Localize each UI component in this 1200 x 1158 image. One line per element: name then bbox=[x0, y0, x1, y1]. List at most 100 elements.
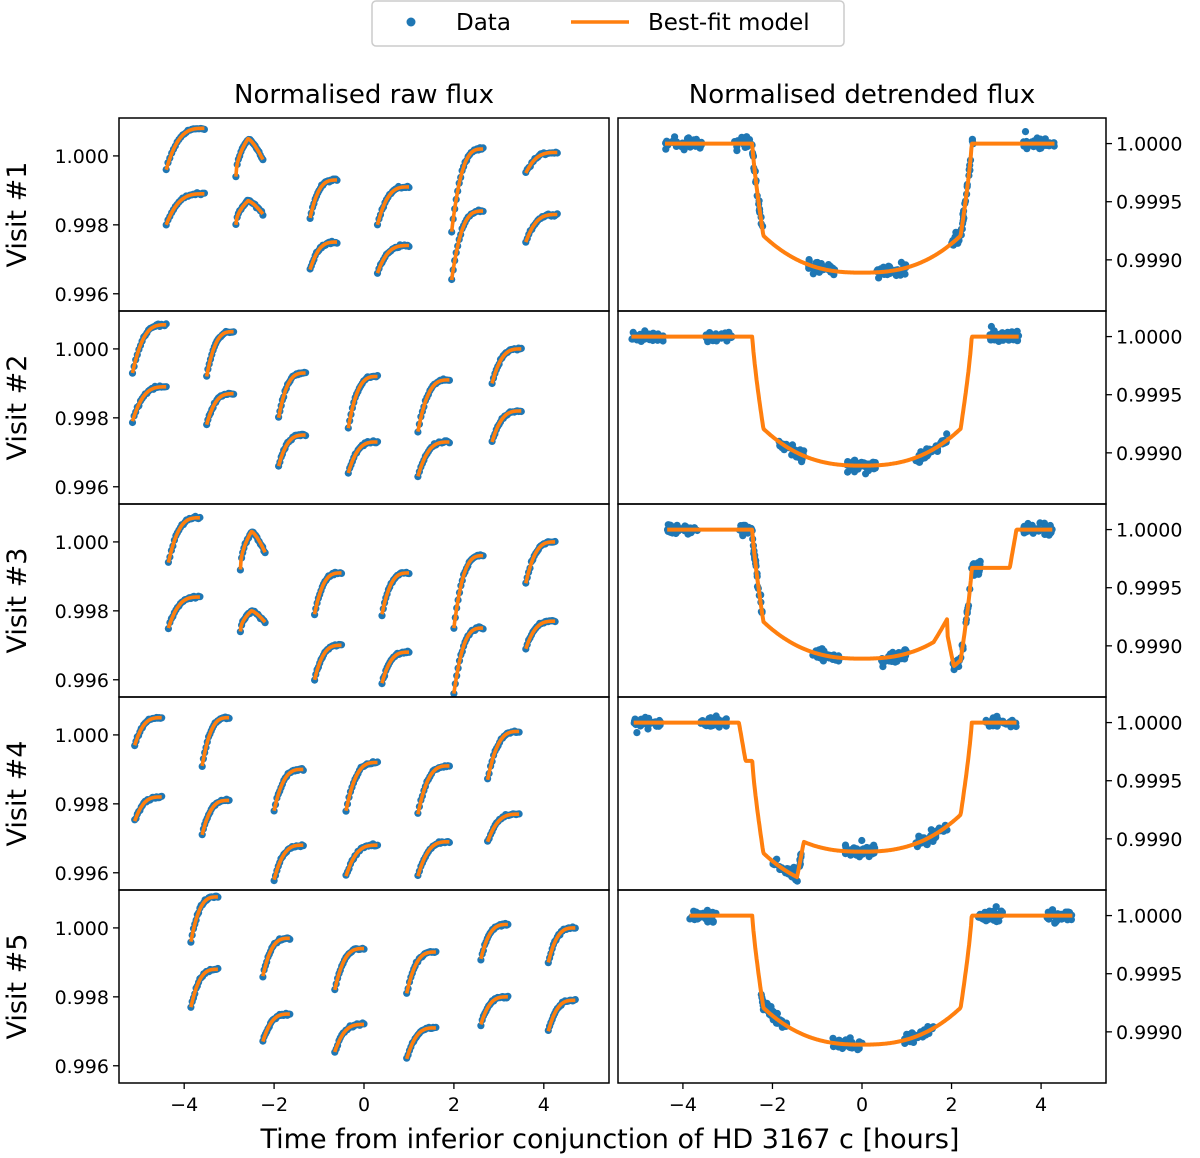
model-curve-orbit bbox=[375, 243, 410, 274]
model-curve-orbit bbox=[346, 374, 379, 429]
model-curve-orbit bbox=[524, 150, 559, 174]
y-tick-label: 0.9990 bbox=[1116, 250, 1182, 272]
x-tick-label: 2 bbox=[448, 1094, 460, 1116]
model-curve-orbit bbox=[276, 371, 307, 419]
data-point bbox=[901, 270, 909, 278]
data-point bbox=[737, 522, 745, 530]
model-curve-orbit bbox=[380, 650, 411, 684]
model-curve-orbit bbox=[490, 409, 523, 443]
y-tick-label: 0.9990 bbox=[1116, 829, 1182, 851]
data-point bbox=[1036, 135, 1044, 143]
y-tick-label: 1.000 bbox=[55, 532, 109, 554]
model-curve-orbit bbox=[204, 391, 235, 426]
column-title-raw: Normalised raw flux bbox=[234, 80, 494, 110]
panel-frame bbox=[118, 696, 610, 891]
y-tick-label: 0.9990 bbox=[1116, 443, 1182, 465]
model-curve-orbit bbox=[200, 798, 231, 836]
model-curve-orbit bbox=[524, 212, 559, 243]
model-curve-orbit bbox=[333, 1022, 366, 1053]
data-point bbox=[659, 337, 667, 345]
data-point bbox=[793, 877, 801, 885]
data-point bbox=[952, 228, 960, 236]
y-tick-label: 1.0000 bbox=[1116, 327, 1182, 349]
y-tick-label: 0.9995 bbox=[1116, 771, 1182, 793]
data-point bbox=[995, 337, 1003, 345]
model-curve-orbit bbox=[130, 323, 168, 374]
model-curve-orbit bbox=[524, 540, 557, 584]
raw-panel-visit-2: 1.000 0.998 0.996 bbox=[55, 310, 610, 505]
data-point bbox=[1036, 519, 1044, 527]
model-curve bbox=[688, 913, 1074, 1047]
x-tick-label: −4 bbox=[669, 1094, 697, 1116]
visit-label: Visit #4 bbox=[2, 741, 33, 847]
data-point bbox=[704, 918, 712, 926]
data-point bbox=[633, 729, 641, 737]
x-tick-label: −2 bbox=[260, 1094, 288, 1116]
panel-frame bbox=[617, 310, 1107, 505]
model-curve bbox=[632, 720, 1018, 880]
x-tick-label: 4 bbox=[1035, 1094, 1047, 1116]
data-point bbox=[1046, 521, 1054, 530]
model-curve-orbit bbox=[234, 198, 265, 226]
detrended-panel-visit-4: 1.0000 0.9995 0.9990 bbox=[617, 696, 1182, 891]
plot-area bbox=[128, 320, 525, 481]
model-curve-orbit bbox=[164, 192, 206, 226]
data-point bbox=[764, 1001, 772, 1009]
model-curve-orbit bbox=[238, 529, 267, 570]
model-curve-orbit bbox=[479, 922, 509, 960]
model-curve-orbit bbox=[312, 643, 343, 681]
model-curve-orbit bbox=[312, 571, 343, 615]
y-tick-label: 0.998 bbox=[55, 794, 109, 816]
data-point bbox=[733, 147, 741, 155]
raw-panel-visit-4: 1.000 0.998 0.996 bbox=[55, 696, 610, 891]
data-point bbox=[1012, 722, 1020, 731]
plot-area bbox=[162, 124, 561, 284]
model-curve-orbit bbox=[375, 185, 410, 226]
model-curve-orbit bbox=[166, 595, 201, 629]
panel-frame bbox=[118, 117, 610, 312]
y-tick-label: 0.998 bbox=[55, 601, 109, 623]
x-axis-label: Time from inferior conjunction of HD 316… bbox=[260, 1124, 960, 1155]
legend-model-label: Best-fit model bbox=[648, 10, 810, 36]
model-curve-orbit bbox=[276, 433, 307, 467]
data-point bbox=[790, 863, 798, 871]
data-point bbox=[854, 1046, 862, 1054]
model-curve-orbit bbox=[133, 795, 163, 822]
data-point bbox=[974, 559, 982, 567]
x-tick-label: 0 bbox=[358, 1094, 370, 1116]
x-tick-label: 2 bbox=[945, 1094, 957, 1116]
model-curve-orbit bbox=[404, 1026, 437, 1060]
model-curve-orbit bbox=[380, 571, 411, 615]
model-curve-orbit bbox=[344, 760, 379, 812]
data-point bbox=[739, 530, 747, 538]
model-curve-orbit bbox=[200, 715, 231, 767]
visit-label: Visit #2 bbox=[2, 355, 33, 461]
visit-row-3: Visit #3 1.000 0.998 0.996 1.0000 0.9995 0.999… bbox=[2, 503, 1182, 698]
data-point bbox=[672, 529, 680, 538]
y-tick-label: 1.000 bbox=[55, 339, 109, 361]
model-curve-orbit bbox=[346, 440, 379, 474]
x-tick-label: 4 bbox=[538, 1094, 550, 1116]
data-point bbox=[844, 468, 852, 476]
y-tick-label: 0.996 bbox=[55, 1056, 109, 1078]
visit-row-5: Visit #5 1.000 0.998 0.996 −4 −2 0 2 4 1.0000 0.99… bbox=[2, 889, 1182, 1116]
y-tick-label: 1.0000 bbox=[1116, 134, 1182, 156]
y-tick-label: 0.998 bbox=[55, 408, 109, 430]
column-title-detrended: Normalised detrended flux bbox=[689, 80, 1035, 110]
data-point bbox=[943, 430, 951, 438]
data-point bbox=[800, 447, 808, 455]
model-curve-orbit bbox=[449, 209, 485, 281]
model-curve-orbit bbox=[344, 843, 379, 877]
detrended-panel-visit-5: 1.0000 0.9995 0.9990 −4 −2 0 2 4 bbox=[617, 889, 1182, 1116]
model-curve-orbit bbox=[449, 147, 485, 232]
plot-area bbox=[686, 903, 1076, 1054]
model-curve-orbit bbox=[261, 936, 291, 977]
x-tick-label: −4 bbox=[170, 1094, 198, 1116]
legend-data-label: Data bbox=[456, 10, 511, 36]
model-curve-orbit bbox=[238, 609, 267, 632]
y-tick-label: 1.0000 bbox=[1116, 713, 1182, 735]
model-curve-orbit bbox=[132, 715, 163, 746]
raw-panel-visit-5: 1.000 0.998 0.996 −4 −2 0 2 4 bbox=[55, 889, 610, 1116]
plot-area bbox=[187, 892, 579, 1062]
data-point bbox=[1004, 328, 1012, 336]
